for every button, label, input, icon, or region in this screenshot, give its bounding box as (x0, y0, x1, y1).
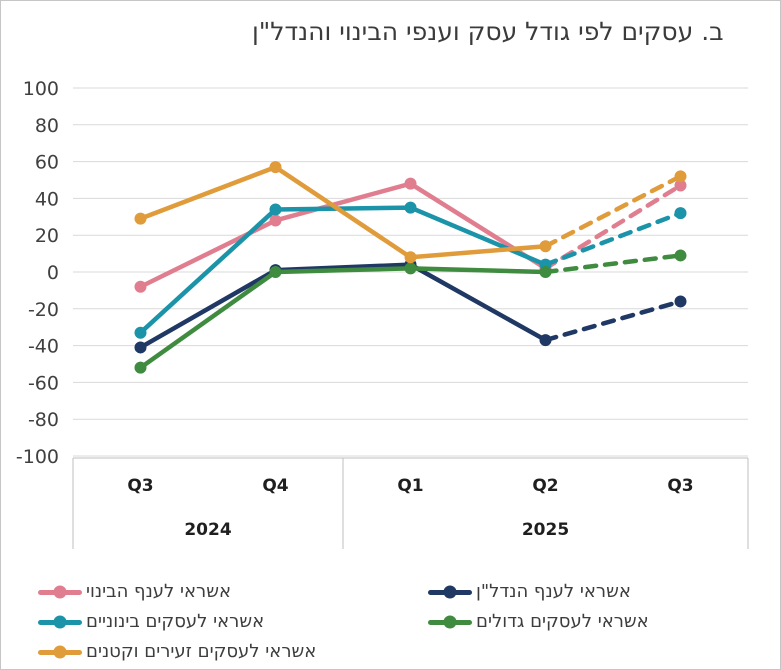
data-point (404, 262, 417, 275)
legend-label: אשראי לעסקים גדולים (476, 611, 649, 632)
legend-marker-dot (53, 585, 67, 599)
x-axis-quarter-label: Q3 (127, 476, 153, 496)
legend-item-construction: אשראי לענף הבינוי (38, 577, 428, 607)
x-axis-quarter-label: Q4 (262, 476, 288, 496)
chart-title: ב. עסקים לפי גודל עסק וענפי הבינוי והנדל… (252, 17, 724, 46)
y-axis-tick-label: 20 (35, 225, 59, 247)
y-axis-tick-label: -60 (28, 372, 59, 394)
legend-item-large-businesses: אשראי לעסקים גדולים (428, 607, 758, 637)
x-axis-quarter-label: Q3 (667, 476, 693, 496)
legend-label: אשראי לענף הנדל"ן (476, 581, 631, 602)
legend-label: אשראי לעסקים בינוניים (86, 611, 265, 632)
legend-item-real-estate: אשראי לענף הנדל"ן (428, 577, 758, 607)
series-forecast-dashed-line (543, 174, 683, 249)
data-point (674, 249, 687, 262)
data-point (269, 266, 282, 278)
legend-marker-line (428, 615, 472, 629)
data-point (404, 201, 417, 214)
data-point (674, 207, 687, 220)
data-point (134, 361, 147, 374)
legend-item-medium-businesses: אשראי לעסקים בינוניים (38, 607, 428, 637)
x-axis-quarter-label: Q2 (532, 476, 558, 496)
y-axis-tick-label: 100 (23, 78, 59, 100)
series-forecast-dashed-line (543, 253, 683, 275)
x-axis-quarter-label: Q1 (397, 476, 423, 496)
legend-marker-dot (443, 615, 457, 629)
data-point (539, 266, 552, 278)
legend-marker-line (38, 645, 82, 659)
legend-marker-dot (53, 615, 67, 629)
legend-marker-dot (53, 645, 67, 659)
y-axis-tick-label: -100 (16, 446, 59, 468)
series-forecast-dashed-line (543, 299, 683, 343)
y-axis-tick-label: 80 (35, 115, 59, 137)
data-point (674, 295, 687, 308)
data-point (269, 203, 282, 216)
y-axis-tick-label: 0 (47, 262, 59, 284)
data-point (539, 240, 552, 253)
series-forecast-dashed-line (543, 210, 683, 267)
data-point (674, 170, 687, 183)
series-line (138, 266, 548, 370)
legend-label: אשראי לעסקים זעירים וקטנים (86, 641, 317, 662)
x-axis-year-label: 2024 (184, 520, 231, 540)
data-point (404, 177, 417, 190)
data-point (134, 212, 147, 225)
y-axis-tick-label: -20 (28, 299, 59, 321)
data-point (134, 280, 147, 293)
legend-marker-line (38, 615, 82, 629)
data-point (404, 251, 417, 264)
data-point (134, 341, 147, 354)
legend-marker-dot (443, 585, 457, 599)
data-point (134, 326, 147, 339)
y-axis-tick-label: -40 (28, 336, 59, 358)
data-point (269, 161, 282, 174)
legend-marker-line (38, 585, 82, 599)
series-line (138, 181, 548, 289)
y-axis-tick-label: 60 (35, 152, 59, 174)
y-axis-tick-label: 40 (35, 188, 59, 210)
chart-legend: אשראי לענף הבינוי אשראי לענף הנדל"ן אשרא… (38, 577, 758, 667)
series-line (138, 262, 548, 350)
line-chart-plot: 100 80 60 40 20 0 -20 -40 -60 -80 -100 Q3 Q4 Q1 Q2 Q3 20… (16, 78, 749, 549)
series-line (138, 205, 548, 335)
legend-marker-line (428, 585, 472, 599)
series-line (138, 164, 548, 260)
data-point (674, 179, 687, 192)
x-axis-year-label: 2025 (522, 520, 569, 540)
y-axis-tick-label: -80 (28, 409, 59, 431)
legend-item-micro-small-businesses: אשראי לעסקים זעירים וקטנים (38, 637, 428, 667)
legend-label: אשראי לענף הבינוי (86, 581, 231, 602)
data-point (539, 334, 552, 347)
data-point (269, 214, 282, 227)
